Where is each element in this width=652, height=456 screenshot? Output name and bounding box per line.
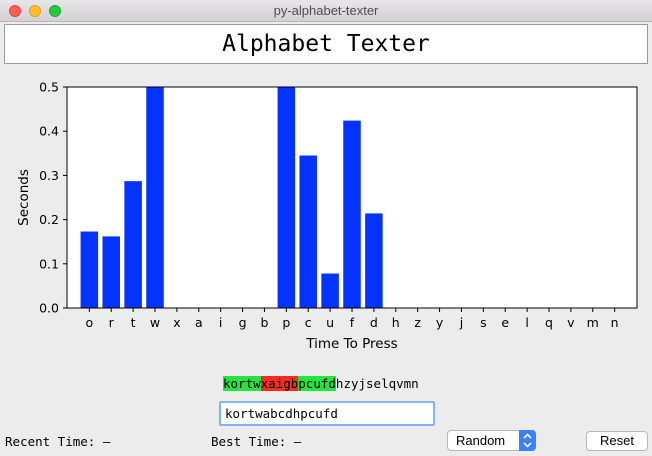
bar	[80, 231, 99, 308]
bar	[146, 87, 164, 308]
x-tick-label: p	[282, 315, 290, 330]
x-tick-label: u	[326, 315, 334, 330]
sequence-correct-part: kortw	[223, 376, 261, 391]
x-tick-label: i	[219, 315, 222, 330]
x-tick-label: z	[414, 315, 421, 330]
x-tick-label: w	[150, 315, 160, 330]
x-tick-label: e	[501, 315, 509, 330]
bar	[343, 120, 361, 308]
x-tick-label: q	[545, 315, 553, 330]
window-title: py-alphabet-texter	[273, 3, 379, 18]
typing-input[interactable]: kortwabcdhpcufd	[219, 401, 435, 426]
y-tick-label: 0.1	[39, 256, 59, 271]
reset-button[interactable]: Reset	[586, 431, 648, 451]
sequence-wrong-part: xaigb	[260, 376, 299, 391]
bar	[124, 181, 142, 308]
maximize-window-icon[interactable]	[49, 5, 61, 17]
bar-chart: o r t w x a i g b p c u f d h z y j s e l q v m n 0.0 0.1 0.2 0.3 0.4…	[16, 80, 638, 352]
x-tick-label: f	[350, 315, 355, 330]
x-tick-label: y	[436, 315, 444, 330]
x-axis-label: Time To Press	[305, 336, 397, 352]
x-tick-label: t	[131, 315, 136, 330]
alphabet-sequence: kortwxaigbpcufdhzyjselqvmn	[223, 375, 419, 392]
x-tick-label: x	[173, 315, 180, 330]
recent-time-label: Recent Time: –	[5, 434, 111, 449]
x-tick-label: d	[370, 315, 378, 330]
bar	[321, 273, 339, 308]
best-time-label: Best Time: –	[211, 434, 302, 449]
app-title-box: Alphabet Texter	[4, 24, 648, 64]
y-tick-label: 0.5	[39, 80, 59, 95]
close-window-icon[interactable]	[9, 5, 21, 17]
mode-select-value: Random	[456, 433, 506, 448]
y-axis-label: Seconds	[16, 169, 32, 226]
x-tick-label: j	[459, 315, 463, 330]
app-title: Alphabet Texter	[222, 31, 430, 57]
bar	[299, 155, 317, 308]
x-tick-label: o	[86, 315, 94, 330]
bar	[277, 87, 296, 308]
sequence-correct-part-2: pcufd	[298, 376, 336, 391]
x-tick-label: r	[109, 315, 115, 330]
x-tick-label: a	[195, 315, 203, 330]
x-tick-label: l	[525, 315, 528, 330]
mode-select[interactable]: Random	[447, 430, 536, 451]
y-tick-label: 0.3	[39, 168, 59, 183]
x-tick-label: g	[239, 315, 247, 330]
y-tick-label: 0.4	[39, 124, 59, 139]
y-tick-label: 0.0	[39, 301, 59, 316]
x-tick-label: n	[611, 315, 619, 330]
chevron-updown-icon[interactable]	[519, 430, 536, 451]
bar	[365, 213, 383, 308]
time-chart: o r t w x a i g b p c u f d h z y j s e l q v m n 0.0 0.1 0.2 0.3 0.4…	[0, 68, 652, 360]
x-tick-label: b	[260, 315, 268, 330]
x-tick-label: s	[480, 315, 487, 330]
window-titlebar: py-alphabet-texter	[0, 0, 652, 22]
x-tick-label: m	[587, 315, 599, 330]
y-tick-label: 0.2	[39, 212, 59, 227]
x-tick-label: h	[392, 315, 400, 330]
minimize-window-icon[interactable]	[29, 5, 41, 17]
axes-frame	[66, 86, 638, 309]
sequence-remaining: hzyjselqvmn	[335, 376, 419, 391]
x-tick-label: v	[567, 315, 575, 330]
x-tick-label: c	[305, 315, 312, 330]
bar	[102, 236, 120, 308]
